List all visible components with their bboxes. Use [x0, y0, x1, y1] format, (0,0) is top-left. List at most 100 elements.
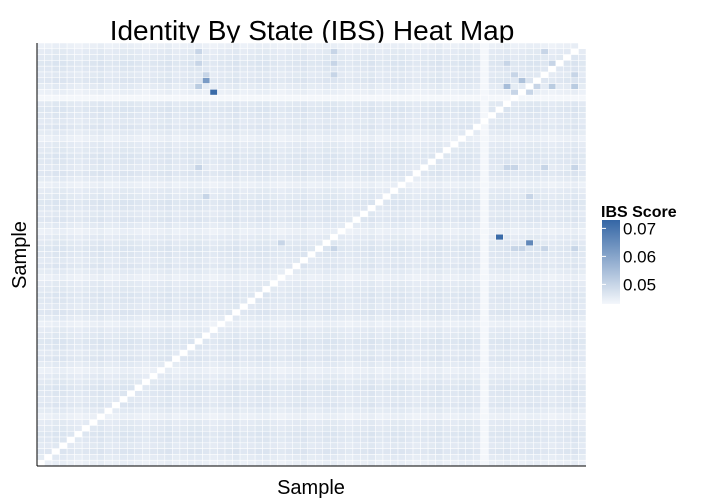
heatmap-cell — [157, 210, 166, 218]
heatmap-cell — [262, 291, 271, 299]
heatmap-cell — [44, 135, 53, 142]
heatmap-cell — [487, 135, 497, 142]
heatmap-cell — [322, 407, 331, 415]
heatmap-cell — [157, 158, 166, 165]
heatmap-cell — [89, 274, 98, 281]
heatmap-cell — [322, 425, 331, 432]
heatmap-cell — [367, 291, 376, 299]
heatmap-cell — [277, 210, 286, 218]
heatmap-cell — [36, 349, 45, 357]
heatmap-cell — [397, 315, 406, 322]
heatmap-cell — [194, 187, 203, 194]
heatmap-cell — [555, 42, 564, 50]
heatmap-cell — [330, 135, 339, 142]
heatmap-cell — [277, 378, 286, 386]
heatmap-cell — [345, 233, 354, 241]
heatmap-cell — [375, 106, 384, 113]
heatmap-cell — [254, 268, 263, 276]
heatmap-cell — [74, 384, 83, 391]
heatmap-cell — [427, 413, 436, 420]
heatmap-cell — [352, 280, 361, 287]
heatmap-cell — [570, 228, 579, 235]
heatmap-cell — [367, 170, 376, 177]
heatmap-cell — [187, 129, 196, 136]
heatmap-cell — [442, 176, 451, 183]
heatmap-cell — [292, 228, 301, 235]
heatmap-cell — [360, 216, 369, 223]
heatmap-cell — [525, 100, 534, 107]
heatmap-cell — [405, 390, 414, 397]
heatmap-cell — [322, 419, 331, 426]
heatmap-cell — [104, 106, 113, 113]
heatmap-cell — [457, 332, 466, 339]
heatmap-cell — [533, 390, 542, 397]
heatmap-cell — [548, 176, 557, 183]
heatmap-cell — [345, 129, 354, 136]
heatmap-cell — [435, 100, 444, 107]
heatmap-cell — [382, 100, 391, 107]
heatmap-cell — [262, 326, 271, 333]
heatmap-cell — [119, 71, 128, 79]
heatmap-cell — [495, 216, 504, 223]
heatmap-cell — [299, 60, 308, 67]
heatmap-cell — [375, 176, 384, 183]
heatmap-cell — [367, 419, 376, 426]
heatmap-cell — [142, 291, 151, 299]
heatmap-cell — [337, 274, 346, 281]
heatmap-cell — [232, 413, 241, 420]
heatmap-cell — [194, 83, 203, 90]
heatmap-cell — [563, 152, 572, 160]
heatmap-cell — [81, 402, 90, 409]
heatmap-cell — [337, 123, 346, 131]
heatmap-cell — [382, 413, 391, 420]
heatmap-cell — [555, 402, 564, 409]
heatmap-cell — [405, 170, 414, 177]
heatmap-cell — [44, 407, 53, 415]
heatmap-cell — [224, 425, 233, 432]
heatmap-cell — [284, 228, 293, 235]
heatmap-cell — [322, 123, 331, 131]
heatmap-cell — [142, 390, 151, 397]
heatmap-cell — [472, 228, 481, 235]
heatmap-cell — [254, 100, 263, 107]
heatmap-cell — [66, 268, 75, 276]
heatmap-cell — [104, 338, 113, 345]
heatmap-cell — [269, 176, 278, 183]
heatmap-cell — [337, 239, 346, 247]
heatmap-cell — [74, 89, 83, 96]
heatmap-cell — [36, 48, 45, 55]
heatmap-cell — [427, 425, 436, 432]
heatmap-cell — [134, 315, 143, 322]
heatmap-cell — [518, 390, 527, 397]
heatmap-cell — [149, 384, 158, 391]
heatmap-cell — [164, 199, 173, 206]
heatmap-cell — [142, 245, 151, 252]
heatmap-cell — [119, 430, 128, 438]
heatmap-cell — [442, 222, 451, 229]
heatmap-cell — [277, 332, 286, 339]
heatmap-cell — [503, 332, 512, 339]
heatmap-cell — [209, 344, 218, 351]
heatmap-cell — [164, 332, 173, 339]
heatmap-cell — [337, 291, 346, 299]
heatmap-cell — [375, 135, 384, 142]
heatmap-cell — [457, 222, 466, 229]
heatmap-cell — [450, 71, 459, 79]
heatmap-cell — [322, 344, 331, 351]
heatmap-cell — [239, 164, 248, 171]
heatmap-cell — [548, 135, 557, 142]
heatmap-cell — [299, 228, 308, 235]
heatmap-cell — [36, 129, 45, 136]
heatmap-cell — [254, 60, 263, 67]
heatmap-cell — [254, 233, 263, 241]
heatmap-cell — [194, 210, 203, 218]
heatmap-cell — [299, 216, 308, 223]
heatmap-cell — [179, 303, 188, 310]
heatmap-cell — [420, 164, 429, 171]
heatmap-cell — [157, 367, 166, 374]
heatmap-cell — [299, 106, 308, 113]
heatmap-cell — [232, 430, 241, 438]
heatmap-cell — [578, 245, 587, 252]
heatmap-cell — [510, 309, 519, 316]
